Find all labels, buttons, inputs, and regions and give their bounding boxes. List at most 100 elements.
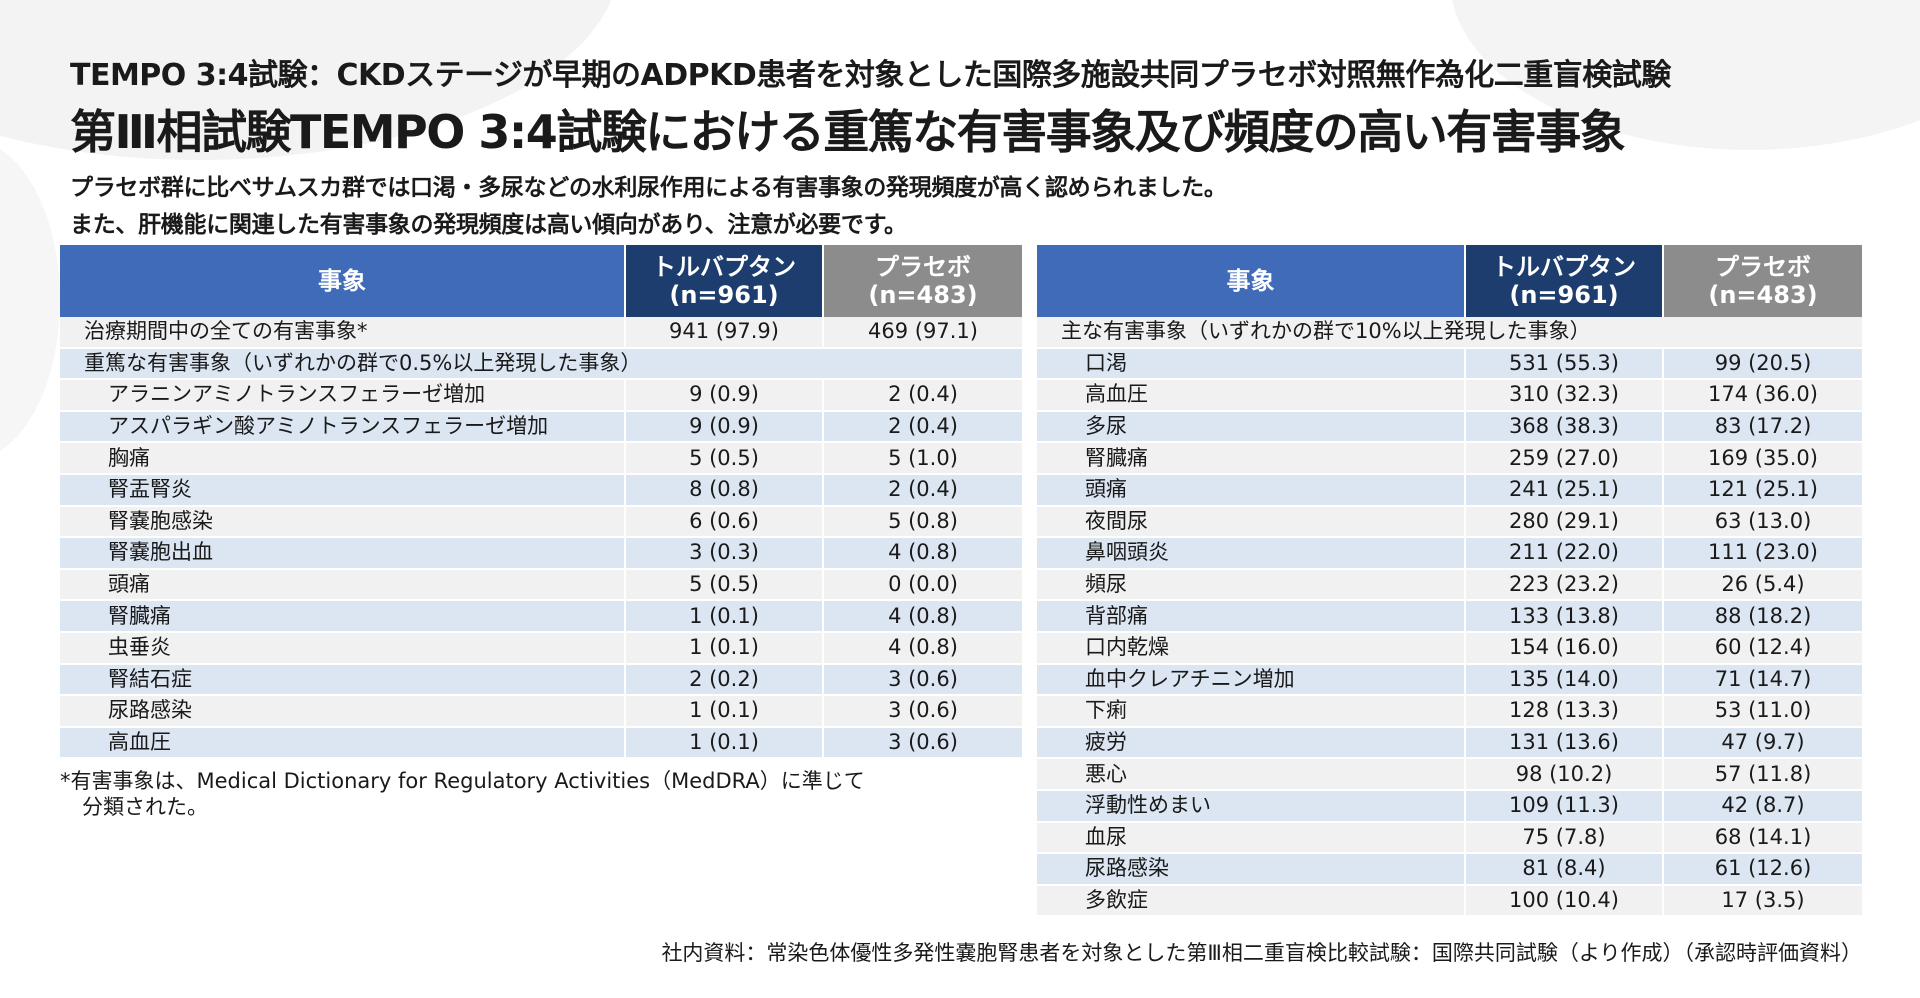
header-placebo-n: (n=483) — [1708, 281, 1818, 309]
placebo-value: 17 (3.5) — [1664, 885, 1862, 918]
event-name: 高血圧 — [1037, 380, 1466, 412]
table-row: 悪心 98 (10.2) 57 (11.8) — [1037, 759, 1862, 791]
table-row: 腎臓痛 1 (0.1) 4 (0.8) — [60, 601, 1022, 633]
tolvaptan-value: 75 (7.8) — [1466, 822, 1664, 855]
event-name: 腎結石症 — [60, 664, 626, 697]
table-row: 口内乾燥 154 (16.0) 60 (12.4) — [1037, 632, 1862, 665]
placebo-value: 47 (9.7) — [1664, 727, 1862, 760]
tolvaptan-value: 100 (10.4) — [1466, 885, 1664, 918]
placebo-value: 169 (35.0) — [1664, 443, 1862, 475]
placebo-value: 99 (20.5) — [1664, 348, 1862, 381]
placebo-value: 53 (11.0) — [1664, 696, 1862, 728]
serious-adverse-events-table: 事象 トルバプタン (n=961) プラセボ (n=483) 治療期間中の全ての… — [60, 245, 1022, 760]
tolvaptan-value: 531 (55.3) — [1466, 348, 1664, 381]
header-tolvaptan-name: トルバプタン — [652, 253, 796, 281]
event-name: 血尿 — [1037, 822, 1466, 855]
placebo-value: 5 (1.0) — [824, 443, 1022, 475]
tolvaptan-value: 5 (0.5) — [626, 569, 824, 602]
event-name: 腎盂腎炎 — [60, 474, 626, 507]
tolvaptan-value: 223 (23.2) — [1466, 569, 1664, 602]
placebo-value: 4 (0.8) — [824, 601, 1022, 633]
header-tolvaptan: トルバプタン (n=961) — [1466, 245, 1664, 317]
placebo-value: 0 (0.0) — [824, 569, 1022, 602]
tolvaptan-value: 1 (0.1) — [626, 632, 824, 665]
placebo-value: 3 (0.6) — [824, 696, 1022, 728]
table-row: 高血圧 1 (0.1) 3 (0.6) — [60, 727, 1022, 760]
event-name: 胸痛 — [60, 443, 626, 475]
source-citation: 社内資料：常染色体優性多発性嚢胞腎患者を対象とした第Ⅲ相二重盲検比較試験：国際共… — [661, 941, 1862, 965]
study-supertitle: TEMPO 3:4試験：CKDステージが早期のADPKD患者を対象とした国際多施… — [70, 58, 1671, 93]
header-placebo: プラセボ (n=483) — [1664, 245, 1862, 317]
event-name: 下痢 — [1037, 696, 1466, 728]
header-placebo-name: プラセボ — [875, 253, 971, 281]
event-name: 虫垂炎 — [60, 632, 626, 665]
placebo-value: 4 (0.8) — [824, 632, 1022, 665]
tolvaptan-value: 98 (10.2) — [1466, 759, 1664, 791]
footnote: *有害事象は、Medical Dictionary for Regulatory… — [60, 768, 865, 820]
total-placebo: 469 (97.1) — [824, 317, 1022, 349]
event-name: 頭痛 — [1037, 474, 1466, 507]
header-placebo: プラセボ (n=483) — [824, 245, 1022, 317]
tolvaptan-value: 241 (25.1) — [1466, 474, 1664, 507]
tolvaptan-value: 280 (29.1) — [1466, 506, 1664, 539]
footnote-line-2: 分類された。 — [82, 795, 208, 819]
table-row: 腎嚢胞出血 3 (0.3) 4 (0.8) — [60, 538, 1022, 570]
tolvaptan-value: 9 (0.9) — [626, 411, 824, 444]
table-row: 疲労 131 (13.6) 47 (9.7) — [1037, 727, 1862, 760]
table-row: 尿路感染 1 (0.1) 3 (0.6) — [60, 696, 1022, 728]
table-header-row: 事象 トルバプタン (n=961) プラセボ (n=483) — [1037, 245, 1862, 317]
table-row: 高血圧 310 (32.3) 174 (36.0) — [1037, 380, 1862, 412]
description-line-1: プラセボ群に比べサムスカ群では口渇・多尿などの水利尿作用による有害事象の発現頻度… — [70, 175, 1227, 201]
event-name: アラニンアミノトランスフェラーゼ増加 — [60, 380, 626, 412]
table-row: 虫垂炎 1 (0.1) 4 (0.8) — [60, 632, 1022, 665]
total-label: 治療期間中の全ての有害事象* — [60, 317, 626, 349]
table-row: 血中クレアチニン増加 135 (14.0) 71 (14.7) — [1037, 664, 1862, 697]
header-tolvaptan-n: (n=961) — [1509, 281, 1619, 309]
tolvaptan-value: 211 (22.0) — [1466, 538, 1664, 570]
event-name: 口内乾燥 — [1037, 632, 1466, 665]
placebo-value: 111 (23.0) — [1664, 538, 1862, 570]
table-row: 腎結石症 2 (0.2) 3 (0.6) — [60, 664, 1022, 697]
tolvaptan-value: 5 (0.5) — [626, 443, 824, 475]
tolvaptan-value: 2 (0.2) — [626, 664, 824, 697]
header-placebo-name: プラセボ — [1715, 253, 1811, 281]
event-name: 夜間尿 — [1037, 506, 1466, 539]
tolvaptan-value: 109 (11.3) — [1466, 790, 1664, 823]
tolvaptan-value: 128 (13.3) — [1466, 696, 1664, 728]
table-row: 尿路感染 81 (8.4) 61 (12.6) — [1037, 854, 1862, 886]
tolvaptan-value: 133 (13.8) — [1466, 601, 1664, 633]
placebo-value: 42 (8.7) — [1664, 790, 1862, 823]
header-event: 事象 — [1037, 245, 1466, 317]
table-row: 多尿 368 (38.3) 83 (17.2) — [1037, 411, 1862, 444]
placebo-value: 3 (0.6) — [824, 727, 1022, 760]
placebo-value: 5 (0.8) — [824, 506, 1022, 539]
placebo-value: 68 (14.1) — [1664, 822, 1862, 855]
table-row: 鼻咽頭炎 211 (22.0) 111 (23.0) — [1037, 538, 1862, 570]
table-row: 背部痛 133 (13.8) 88 (18.2) — [1037, 601, 1862, 633]
event-name: 血中クレアチニン増加 — [1037, 664, 1466, 697]
header-event: 事象 — [60, 245, 626, 317]
header-tolvaptan-name: トルバプタン — [1492, 253, 1636, 281]
placebo-value: 2 (0.4) — [824, 380, 1022, 412]
tolvaptan-value: 8 (0.8) — [626, 474, 824, 507]
table-row: 腎嚢胞感染 6 (0.6) 5 (0.8) — [60, 506, 1022, 539]
placebo-value: 2 (0.4) — [824, 411, 1022, 444]
event-name: 高血圧 — [60, 727, 626, 760]
common-adverse-events-table: 事象 トルバプタン (n=961) プラセボ (n=483) 主な有害事象（いず… — [1037, 245, 1862, 918]
table-row: 夜間尿 280 (29.1) 63 (13.0) — [1037, 506, 1862, 539]
tolvaptan-value: 310 (32.3) — [1466, 380, 1664, 412]
section-row: 重篤な有害事象（いずれかの群で0.5%以上発現した事象） — [60, 348, 1022, 381]
event-name: 多尿 — [1037, 411, 1466, 444]
event-name: 尿路感染 — [1037, 854, 1466, 886]
event-name: 頭痛 — [60, 569, 626, 602]
table-row: アラニンアミノトランスフェラーゼ増加 9 (0.9) 2 (0.4) — [60, 380, 1022, 412]
header-tolvaptan: トルバプタン (n=961) — [626, 245, 824, 317]
total-tolvaptan: 941 (97.9) — [626, 317, 824, 349]
event-name: アスパラギン酸アミノトランスフェラーゼ増加 — [60, 411, 626, 444]
table-row: アスパラギン酸アミノトランスフェラーゼ増加 9 (0.9) 2 (0.4) — [60, 411, 1022, 444]
header-placebo-n: (n=483) — [868, 281, 978, 309]
table-row: 口渇 531 (55.3) 99 (20.5) — [1037, 348, 1862, 381]
event-name: 口渇 — [1037, 348, 1466, 381]
event-name: 頻尿 — [1037, 569, 1466, 602]
tolvaptan-value: 1 (0.1) — [626, 727, 824, 760]
